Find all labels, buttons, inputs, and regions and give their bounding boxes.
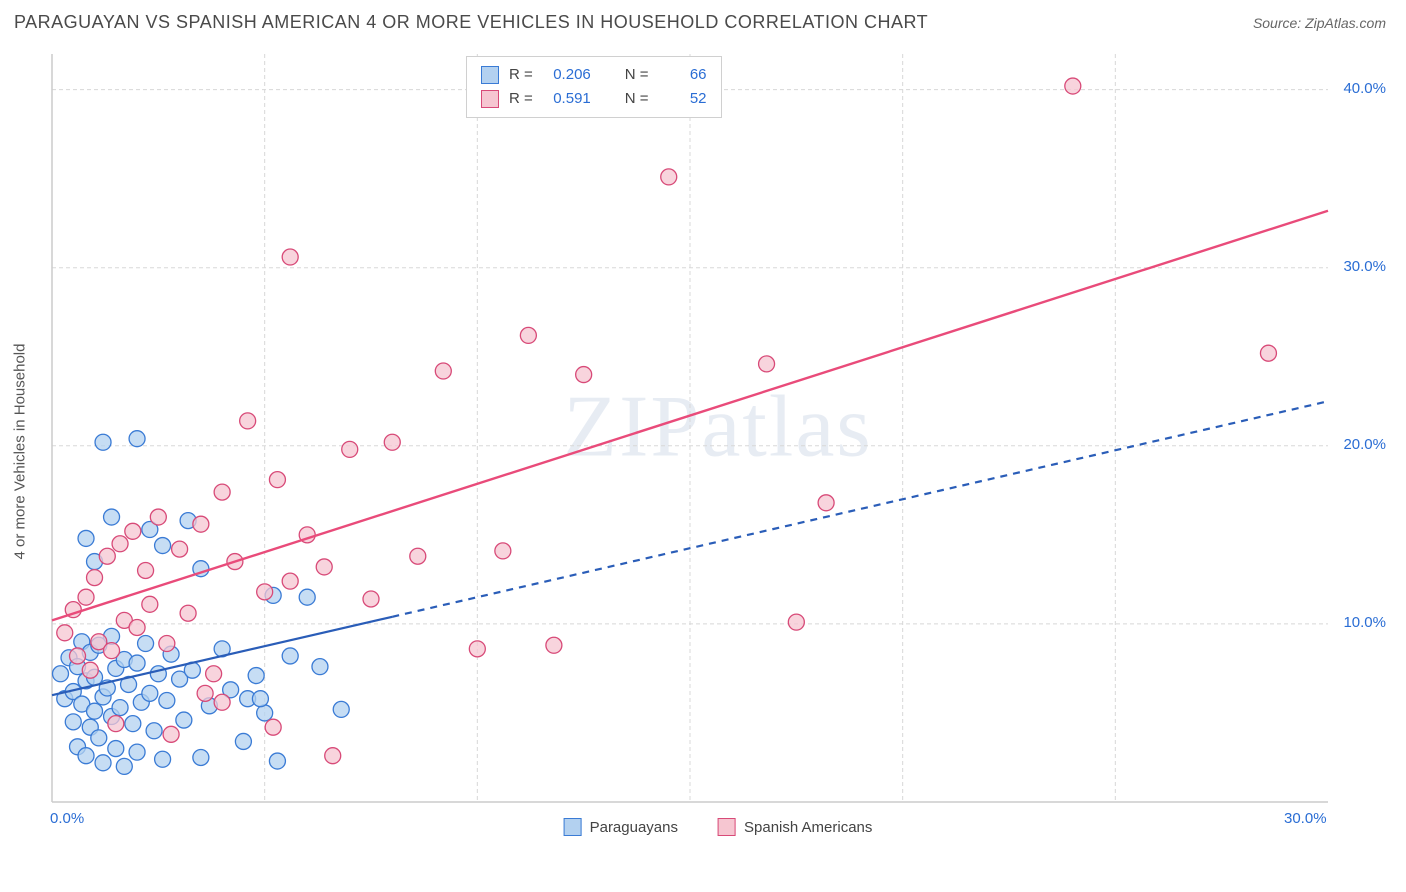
y-tick-label: 40.0% <box>1343 80 1386 97</box>
chart-source: Source: ZipAtlas.com <box>1253 15 1386 31</box>
x-tick-label: 30.0% <box>1284 810 1327 827</box>
stats-row-paraguayans: R = 0.206 N = 66 <box>481 63 707 87</box>
y-axis-label: 4 or more Vehicles in Household <box>12 344 29 560</box>
x-tick-label: 0.0% <box>50 810 84 827</box>
stat-n-label: N = <box>625 87 649 111</box>
legend-label: Spanish Americans <box>744 819 872 836</box>
stat-r-value: 0.206 <box>543 63 591 87</box>
stat-r-label: R = <box>509 87 533 111</box>
swatch-icon <box>718 818 736 836</box>
stats-legend-box: R = 0.206 N = 66 R = 0.591 N = 52 <box>466 56 722 118</box>
stat-r-value: 0.591 <box>543 87 591 111</box>
legend-label: Paraguayans <box>590 819 678 836</box>
legend-bottom: Paraguayans Spanish Americans <box>564 818 873 836</box>
stat-n-label: N = <box>625 63 649 87</box>
stat-n-value: 52 <box>659 87 707 111</box>
chart-title: PARAGUAYAN VS SPANISH AMERICAN 4 OR MORE… <box>14 12 928 33</box>
y-tick-label: 10.0% <box>1343 614 1386 631</box>
stat-n-value: 66 <box>659 63 707 87</box>
swatch-icon <box>481 90 499 108</box>
y-tick-label: 20.0% <box>1343 436 1386 453</box>
stats-row-spanish: R = 0.591 N = 52 <box>481 87 707 111</box>
stat-r-label: R = <box>509 63 533 87</box>
y-tick-label: 30.0% <box>1343 258 1386 275</box>
chart-header: PARAGUAYAN VS SPANISH AMERICAN 4 OR MORE… <box>0 0 1406 41</box>
legend-item-paraguayans: Paraguayans <box>564 818 678 836</box>
scatter-plot <box>48 48 1388 838</box>
legend-item-spanish: Spanish Americans <box>718 818 872 836</box>
swatch-icon <box>481 66 499 84</box>
chart-area: 4 or more Vehicles in Household ZIPatlas… <box>48 48 1388 838</box>
swatch-icon <box>564 818 582 836</box>
